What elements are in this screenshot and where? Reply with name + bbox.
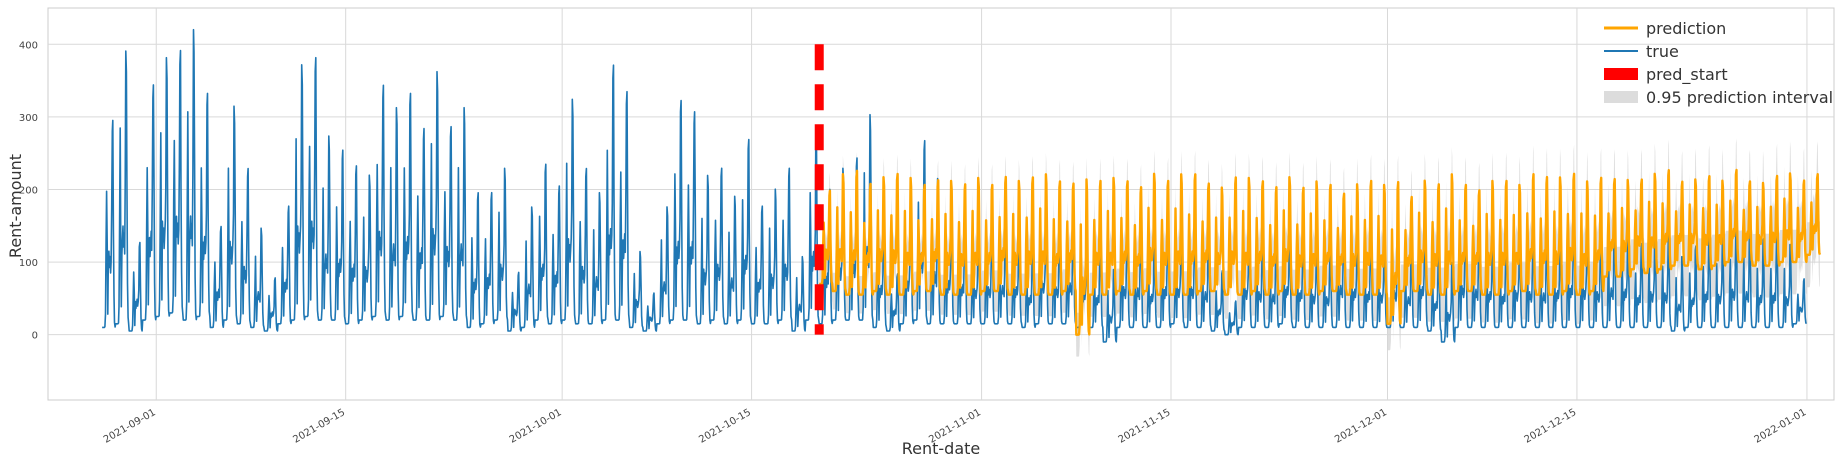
x-tick-label: 2021-12-01 (1333, 407, 1389, 446)
y-axis-label: Rent-amount (6, 154, 25, 258)
x-axis-label: Rent-date (902, 439, 981, 458)
y-tick-label: 200 (19, 185, 38, 196)
x-tick-label: 2021-09-15 (291, 407, 347, 446)
legend-pred-start-label: pred_start (1646, 65, 1728, 85)
prediction-series-layer (818, 168, 1822, 336)
true-series-layer (101, 28, 1808, 343)
y-tick-label: 400 (19, 40, 38, 51)
legend-pred-start-swatch (1604, 68, 1638, 80)
x-tick-label: 2021-10-01 (508, 407, 564, 446)
legend-true-label: true (1646, 42, 1679, 61)
x-tick-label: 2021-11-15 (1117, 407, 1173, 446)
x-tick-label: 2021-10-15 (697, 407, 753, 446)
legend-interval-label: 0.95 prediction interval (1646, 88, 1833, 107)
prediction-interval-layer (819, 138, 1820, 357)
y-tick-labels: 0 100 200 300 400 (19, 40, 38, 341)
prediction-interval-band (819, 138, 1820, 357)
y-tick-label: 100 (19, 258, 38, 269)
prediction-series-line (818, 168, 1822, 336)
true-series-line (101, 28, 1808, 343)
legend: prediction true pred_start 0.95 predicti… (1604, 19, 1833, 107)
y-tick-label: 300 (19, 113, 38, 124)
x-tick-label: 2022-01-01 (1753, 407, 1809, 446)
legend-interval-swatch (1604, 91, 1638, 103)
x-tick-label: 2021-12-15 (1523, 407, 1579, 446)
legend-prediction-label: prediction (1646, 19, 1726, 38)
x-tick-label: 2021-09-01 (102, 407, 158, 446)
y-tick-label: 0 (32, 331, 38, 342)
